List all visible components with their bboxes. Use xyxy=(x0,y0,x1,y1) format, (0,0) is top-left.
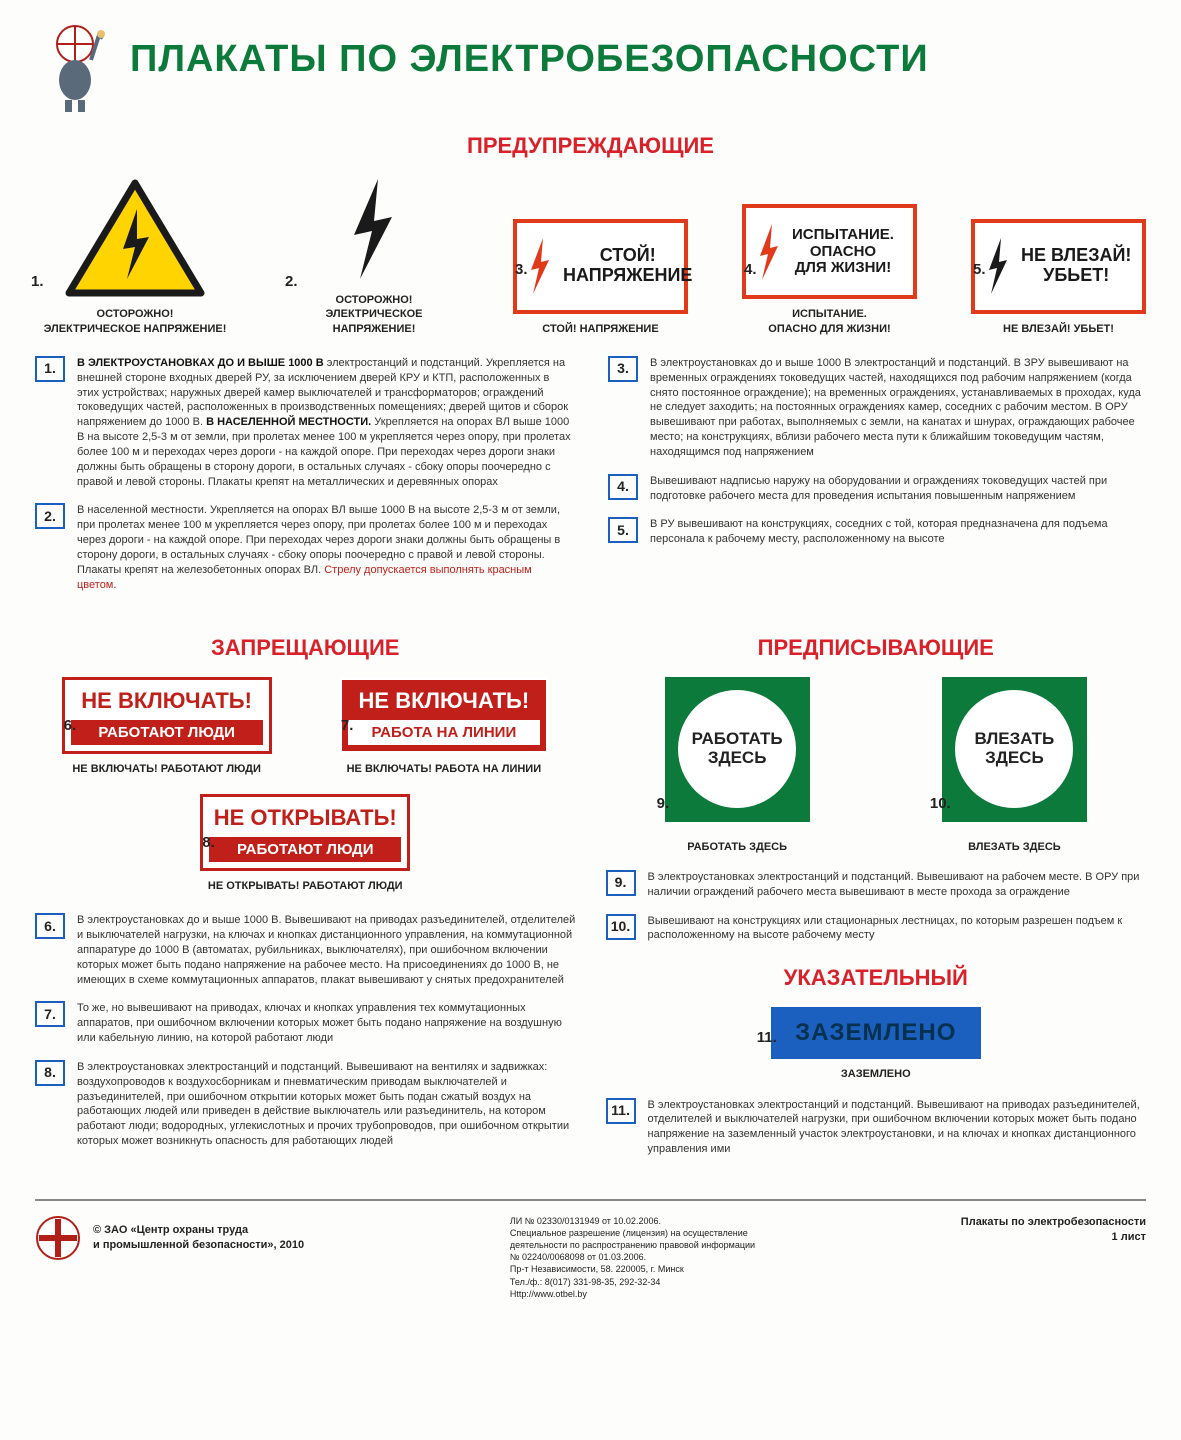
mascot-icon xyxy=(35,20,115,115)
sign-text: СТОЙ!НАПРЯЖЕНИЕ xyxy=(563,246,692,286)
warning-sign-2: 2. ОСТОРОЖНО! ЭЛЕКТРИЧЕСКОЕ НАПРЯЖЕНИЕ! xyxy=(289,175,459,336)
warning-sign-4: ИСПЫТАНИЕ.ОПАСНОДЛЯ ЖИЗНИ! 4. ИСПЫТАНИЕ.… xyxy=(742,204,917,336)
footer-right: Плакаты по электробезопасности 1 лист xyxy=(961,1215,1146,1245)
sign-caption: ИСПЫТАНИЕ. ОПАСНО ДЛЯ ЖИЗНИ! xyxy=(768,307,890,336)
prohibit-sign-6: НЕ ВКЛЮЧАТЬ! РАБОТАЮТ ЛЮДИ 6. НЕ ВКЛЮЧАТ… xyxy=(62,677,272,776)
sign-top: НЕ ВКЛЮЧАТЬ! xyxy=(348,686,540,716)
note-item: 2. В населенной местности. Укрепляется на… xyxy=(35,503,573,592)
sign-number: 9. xyxy=(657,795,670,812)
note-number: 5. xyxy=(608,517,638,543)
note-item: 3. В электроустановках до и выше 1000 В э… xyxy=(608,356,1146,460)
sign-number: 2. xyxy=(285,273,298,290)
sign-text: ЗАЗЕМЛЕНО xyxy=(771,1007,981,1059)
warning-triangle-icon xyxy=(65,179,205,299)
note-item: 6. В электроустановках до и выше 1000 В. … xyxy=(35,913,576,987)
note-number: 1. xyxy=(35,356,65,382)
note-item: 4. Вывешивают надписью наружу на оборудов… xyxy=(608,474,1146,504)
footer-logo-icon xyxy=(35,1215,81,1261)
sign-caption: РАБОТАТЬ ЗДЕСЬ xyxy=(687,840,787,854)
note-number: 6. xyxy=(35,913,65,939)
note-number: 3. xyxy=(608,356,638,382)
prescribe-sign-10: ВЛЕЗАТЬЗДЕСЬ 10. ВЛЕЗАТЬ ЗДЕСЬ xyxy=(942,677,1087,854)
main-title: ПЛАКАТЫ ПО ЭЛЕКТРОБЕЗОПАСНОСТИ xyxy=(130,20,929,81)
note-text: То же, но вывешивают на приводах, ключах… xyxy=(77,1001,576,1046)
sign-top: НЕ ВКЛЮЧАТЬ! xyxy=(71,686,263,716)
note-text: Вывешивают надписью наружу на оборудован… xyxy=(650,474,1146,504)
note-item: 1. В ЭЛЕКТРОУСТАНОВКАХ ДО И ВЫШЕ 1000 В э… xyxy=(35,356,573,490)
prohibit-column: ЗАПРЕЩАЮЩИЕ НЕ ВКЛЮЧАТЬ! РАБОТАЮТ ЛЮДИ 6… xyxy=(35,617,576,1171)
note-item: 5. В РУ вывешивают на конструкциях, сосед… xyxy=(608,517,1146,547)
note-text: В электроустановках электростанций и под… xyxy=(648,870,1147,900)
section-indicate-title: УКАЗАТЕЛЬНЫЙ xyxy=(606,965,1147,991)
bolt-icon xyxy=(334,175,414,285)
sign-number: 5. xyxy=(973,261,986,278)
sign-caption: НЕ ВКЛЮЧАТЬ! РАБОТА НА ЛИНИИ xyxy=(347,762,542,776)
section-prohibit-title: ЗАПРЕЩАЮЩИЕ xyxy=(35,635,576,661)
sign-number: 1. xyxy=(31,273,44,290)
sign-number: 6. xyxy=(64,717,77,734)
sign-caption: НЕ ВЛЕЗАЙ! УБЬЕТ! xyxy=(1003,322,1114,336)
note-item: 10. Вывешивают на конструкциях или стацио… xyxy=(606,914,1147,944)
note-number: 7. xyxy=(35,1001,65,1027)
sign-text: ИСПЫТАНИЕ.ОПАСНОДЛЯ ЖИЗНИ! xyxy=(792,227,894,277)
sign-number: 7. xyxy=(341,717,354,734)
footer-license: ЛИ № 02330/0131949 от 10.02.2006. Специа… xyxy=(510,1215,755,1300)
note-text: В электроустановках электростанций и под… xyxy=(648,1098,1147,1157)
note-item: 8. В электроустановках электростанций и п… xyxy=(35,1060,576,1149)
note-number: 4. xyxy=(608,474,638,500)
sign-number: 4. xyxy=(744,261,757,278)
section-prescribe-title: ПРЕДПИСЫВАЮЩИЕ xyxy=(606,635,1147,661)
sign-caption: ОСТОРОЖНО! ЭЛЕКТРИЧЕСКОЕ НАПРЯЖЕНИЕ! xyxy=(44,307,227,336)
warning-sign-3: СТОЙ!НАПРЯЖЕНИЕ 3. СТОЙ! НАПРЯЖЕНИЕ xyxy=(513,219,688,336)
prescribe-sign-9: РАБОТАТЬЗДЕСЬ 9. РАБОТАТЬ ЗДЕСЬ xyxy=(665,677,810,854)
note-number: 9. xyxy=(606,870,636,896)
sign-number: 10. xyxy=(930,795,951,812)
sign-top: НЕ ОТКРЫВАТЬ! xyxy=(209,803,401,833)
sign-caption: ОСТОРОЖНО! ЭЛЕКТРИЧЕСКОЕ НАПРЯЖЕНИЕ! xyxy=(289,293,459,336)
sign-caption: СТОЙ! НАПРЯЖЕНИЕ xyxy=(542,322,658,336)
note-number: 11. xyxy=(606,1098,636,1124)
prohibit-sign-7: НЕ ВКЛЮЧАТЬ! РАБОТА НА ЛИНИИ 7. НЕ ВКЛЮЧ… xyxy=(339,677,549,776)
sign-bot: РАБОТА НА ЛИНИИ xyxy=(348,720,540,745)
sign-bot: РАБОТАЮТ ЛЮДИ xyxy=(209,837,401,862)
sign-caption: ВЛЕЗАТЬ ЗДЕСЬ xyxy=(968,840,1061,854)
sign-number: 11. xyxy=(757,1029,777,1046)
note-text: В электроустановках до и выше 1000 В. Вы… xyxy=(77,913,576,987)
section-warning-title: ПРЕДУПРЕЖДАЮЩИЕ xyxy=(35,133,1146,159)
warning-signs-row: 1. ОСТОРОЖНО! ЭЛЕКТРИЧЕСКОЕ НАПРЯЖЕНИЕ! … xyxy=(35,175,1146,336)
sign-caption: НЕ ОТКРЫВАТЬ! РАБОТАЮТ ЛЮДИ xyxy=(208,879,403,893)
sign-number: 3. xyxy=(515,261,528,278)
sign-bot: РАБОТАЮТ ЛЮДИ xyxy=(71,720,263,745)
sign-caption: НЕ ВКЛЮЧАТЬ! РАБОТАЮТ ЛЮДИ xyxy=(72,762,261,776)
sign-number: 8. xyxy=(202,834,215,851)
footer: © ЗАО «Центр охраны труда и промышленной… xyxy=(35,1199,1146,1300)
note-number: 2. xyxy=(35,503,65,529)
note-text: Вывешивают на конструкциях или стационар… xyxy=(648,914,1147,944)
prohibit-sign-8: НЕ ОТКРЫВАТЬ! РАБОТАЮТ ЛЮДИ 8. НЕ ОТКРЫВ… xyxy=(200,794,410,893)
prescribe-column: ПРЕДПИСЫВАЮЩИЕ РАБОТАТЬЗДЕСЬ 9. РАБОТАТЬ… xyxy=(606,617,1147,1171)
warning-sign-1: 1. ОСТОРОЖНО! ЭЛЕКТРИЧЕСКОЕ НАПРЯЖЕНИЕ! xyxy=(35,179,235,336)
sign-caption: ЗАЗЕМЛЕНО xyxy=(841,1067,911,1081)
note-item: 9. В электроустановках электростанций и п… xyxy=(606,870,1147,900)
note-number: 8. xyxy=(35,1060,65,1086)
warning-sign-5: НЕ ВЛЕЗАЙ!УБЬЕТ! 5. НЕ ВЛЕЗАЙ! УБЬЕТ! xyxy=(971,219,1146,336)
sign-text: НЕ ВЛЕЗАЙ!УБЬЕТ! xyxy=(1021,246,1131,286)
note-text: В электроустановках до и выше 1000 В эле… xyxy=(650,356,1146,460)
indicate-sign-11: ЗАЗЕМЛЕНО 11. ЗАЗЕМЛЕНО xyxy=(771,1007,981,1081)
note-number: 10. xyxy=(606,914,636,940)
note-item: 11. В электроустановках электростанций и … xyxy=(606,1098,1147,1157)
note-text: В ЭЛЕКТРОУСТАНОВКАХ ДО И ВЫШЕ 1000 В эле… xyxy=(77,356,573,490)
header: ПЛАКАТЫ ПО ЭЛЕКТРОБЕЗОПАСНОСТИ xyxy=(35,20,1146,115)
note-text: В РУ вывешивают на конструкциях, соседни… xyxy=(650,517,1146,547)
warning-notes: 1. В ЭЛЕКТРОУСТАНОВКАХ ДО И ВЫШЕ 1000 В э… xyxy=(35,356,1146,607)
note-item: 7. То же, но вывешивают на приводах, ключ… xyxy=(35,1001,576,1046)
sign-text: РАБОТАТЬЗДЕСЬ xyxy=(678,690,796,808)
sign-text: ВЛЕЗАТЬЗДЕСЬ xyxy=(955,690,1073,808)
note-text: В электроустановках электростанций и под… xyxy=(77,1060,576,1149)
note-text: В населенной местности. Укрепляется на о… xyxy=(77,503,573,592)
footer-credit: © ЗАО «Центр охраны труда и промышленной… xyxy=(93,1223,304,1253)
